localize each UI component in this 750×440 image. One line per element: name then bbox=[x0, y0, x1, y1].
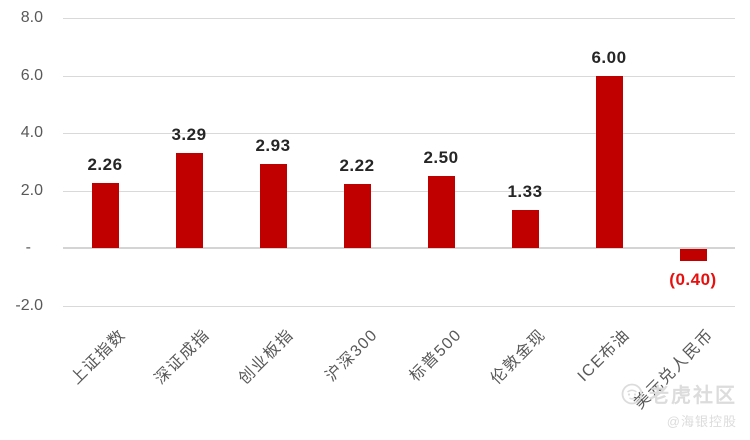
zero-axis-line bbox=[63, 247, 735, 249]
y-tick-label: 4.0 bbox=[20, 124, 43, 141]
bar-value-label: (0.40) bbox=[669, 269, 717, 289]
bar bbox=[595, 75, 623, 248]
bar-value-label: 2.50 bbox=[423, 148, 459, 168]
bar bbox=[679, 249, 707, 261]
bar bbox=[175, 153, 203, 248]
category-label: 上证指数 bbox=[67, 326, 130, 388]
bar-value-label: 6.00 bbox=[591, 47, 627, 67]
y-tick-label: 2.0 bbox=[20, 181, 43, 199]
watermark-brand-row: 老虎社区 bbox=[621, 379, 737, 408]
tiger-icon bbox=[621, 383, 643, 404]
category-label: ICE布油 bbox=[574, 326, 634, 386]
bar bbox=[91, 183, 119, 248]
bar bbox=[343, 184, 371, 248]
bar bbox=[259, 163, 287, 248]
gridline bbox=[63, 133, 735, 134]
gridline bbox=[63, 75, 735, 77]
bar-value-label: 2.93 bbox=[255, 135, 291, 155]
watermark: 老虎社区 @海银控股 bbox=[621, 379, 737, 430]
gridline bbox=[63, 18, 735, 19]
bar bbox=[427, 176, 455, 248]
category-label: 标普500 bbox=[406, 326, 466, 386]
category-label: 伦敦金现 bbox=[487, 326, 550, 388]
y-tick-label: - bbox=[25, 239, 31, 256]
category-label: 创业板指 bbox=[235, 326, 298, 388]
category-label: 深证成指 bbox=[151, 326, 214, 388]
y-tick-label: 6.0 bbox=[20, 66, 43, 84]
y-tick-label: 8.0 bbox=[20, 9, 43, 26]
bar-value-label: 3.29 bbox=[171, 125, 207, 145]
gridline bbox=[63, 190, 735, 192]
bar-value-label: 1.33 bbox=[507, 181, 543, 201]
gridline bbox=[63, 305, 735, 307]
watermark-brand: 老虎社区 bbox=[649, 385, 737, 407]
watermark-handle: @海银控股 bbox=[666, 414, 737, 429]
bar-value-label: 2.26 bbox=[87, 155, 123, 175]
y-tick-label: -2.0 bbox=[15, 296, 43, 314]
bar-value-label: 2.22 bbox=[339, 156, 375, 176]
category-label: 沪深300 bbox=[322, 326, 382, 386]
bar bbox=[511, 209, 539, 248]
